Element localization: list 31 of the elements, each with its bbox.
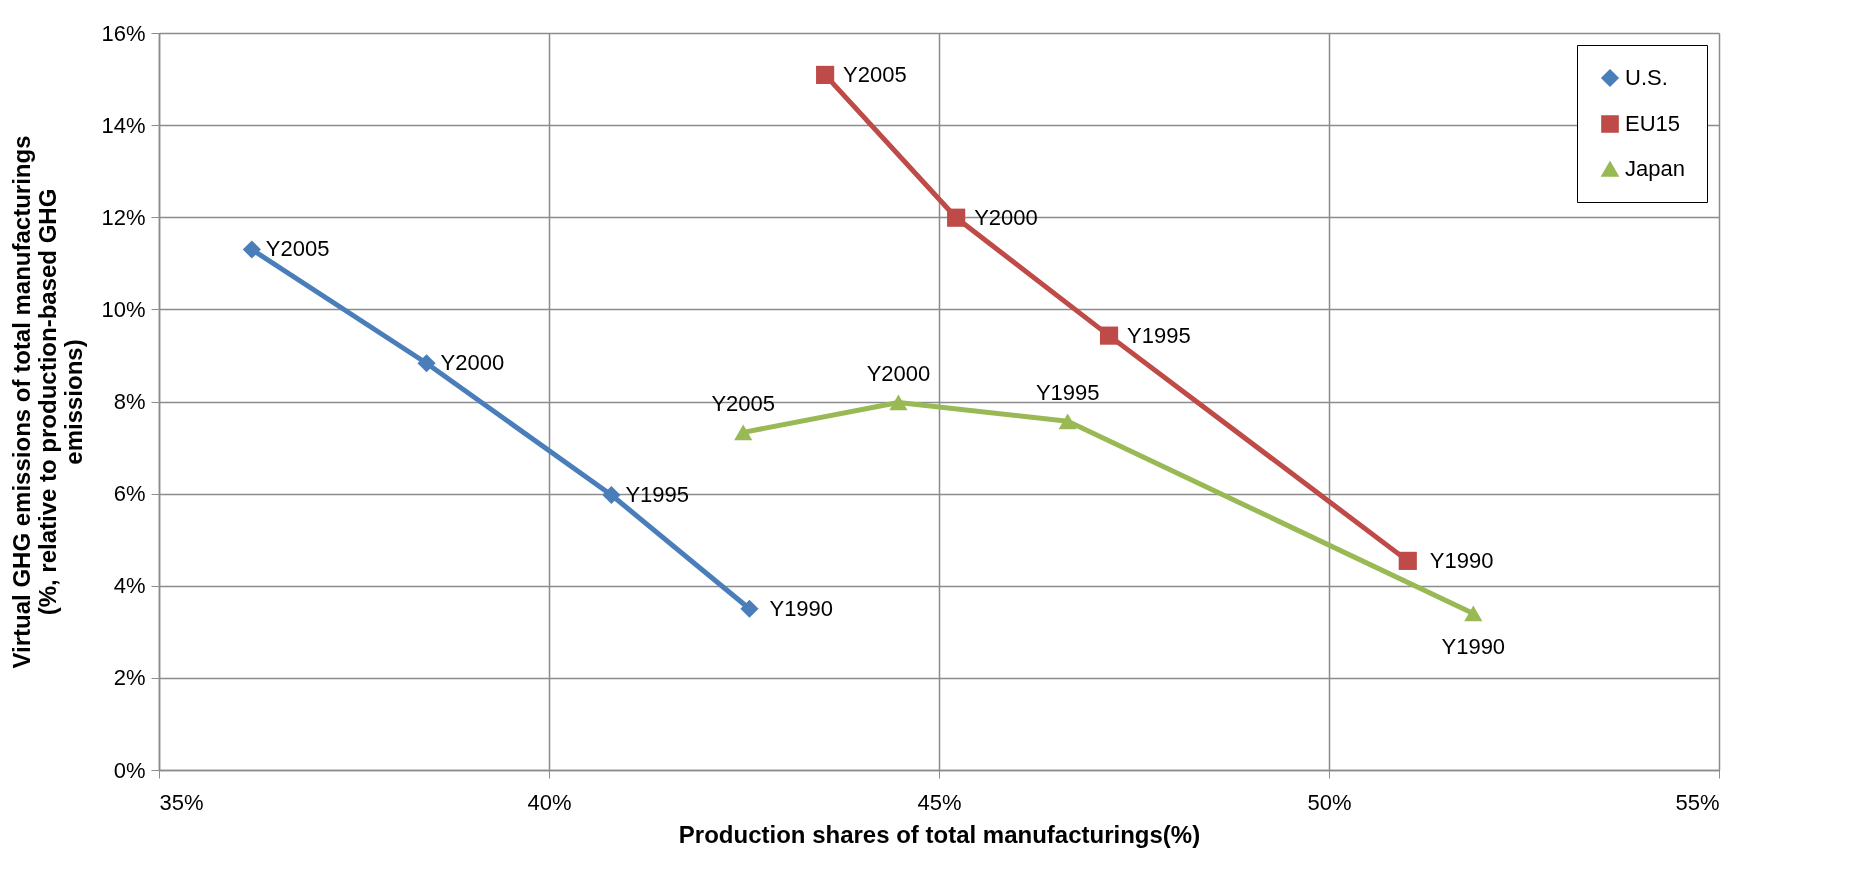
- legend-label: U.S.: [1625, 65, 1668, 90]
- annotation: Y2005: [711, 391, 776, 417]
- y-tick-label: 14%: [101, 112, 146, 138]
- y-tick-label: 12%: [101, 204, 146, 230]
- x-tick-label: 50%: [1307, 789, 1352, 815]
- y-tick-label: 0%: [113, 757, 146, 783]
- y-axis-title: Virtual GHG emissions of total manufacturings (%, relative to production-based GHG emissions): [8, 135, 88, 669]
- annotation: Y1995: [1127, 322, 1191, 348]
- annotation: Y2000: [974, 204, 1038, 230]
- annotation: Y1995: [1035, 380, 1100, 406]
- y-tick-label: 16%: [101, 20, 146, 46]
- annotation: Y1990: [1441, 634, 1506, 660]
- annotation: Y1990: [769, 595, 834, 621]
- legend-label: EU15: [1625, 111, 1681, 136]
- annotation: Y2005: [843, 61, 907, 87]
- annotation: Y2000: [866, 361, 931, 387]
- y-tick-label: 6%: [113, 481, 146, 507]
- annotation: Y1995: [625, 482, 690, 508]
- x-axis-title: Production shares of total manufacturings(%): [678, 820, 1201, 848]
- x-tick-label: 35%: [159, 789, 204, 815]
- y-tick-label: 4%: [113, 573, 146, 599]
- x-tick-label: 55%: [1675, 789, 1720, 815]
- y-tick-label: 10%: [101, 296, 146, 322]
- y-tick-label: 2%: [113, 665, 146, 691]
- annotation: Y1990: [1429, 547, 1494, 573]
- annotation: Y2000: [440, 350, 505, 376]
- annotation: Y2005: [265, 236, 330, 262]
- x-tick-label: 40%: [527, 789, 572, 815]
- x-tick-label: 45%: [917, 789, 962, 815]
- legend-label: Japan: [1625, 156, 1685, 181]
- y-tick-label: 8%: [113, 389, 146, 414]
